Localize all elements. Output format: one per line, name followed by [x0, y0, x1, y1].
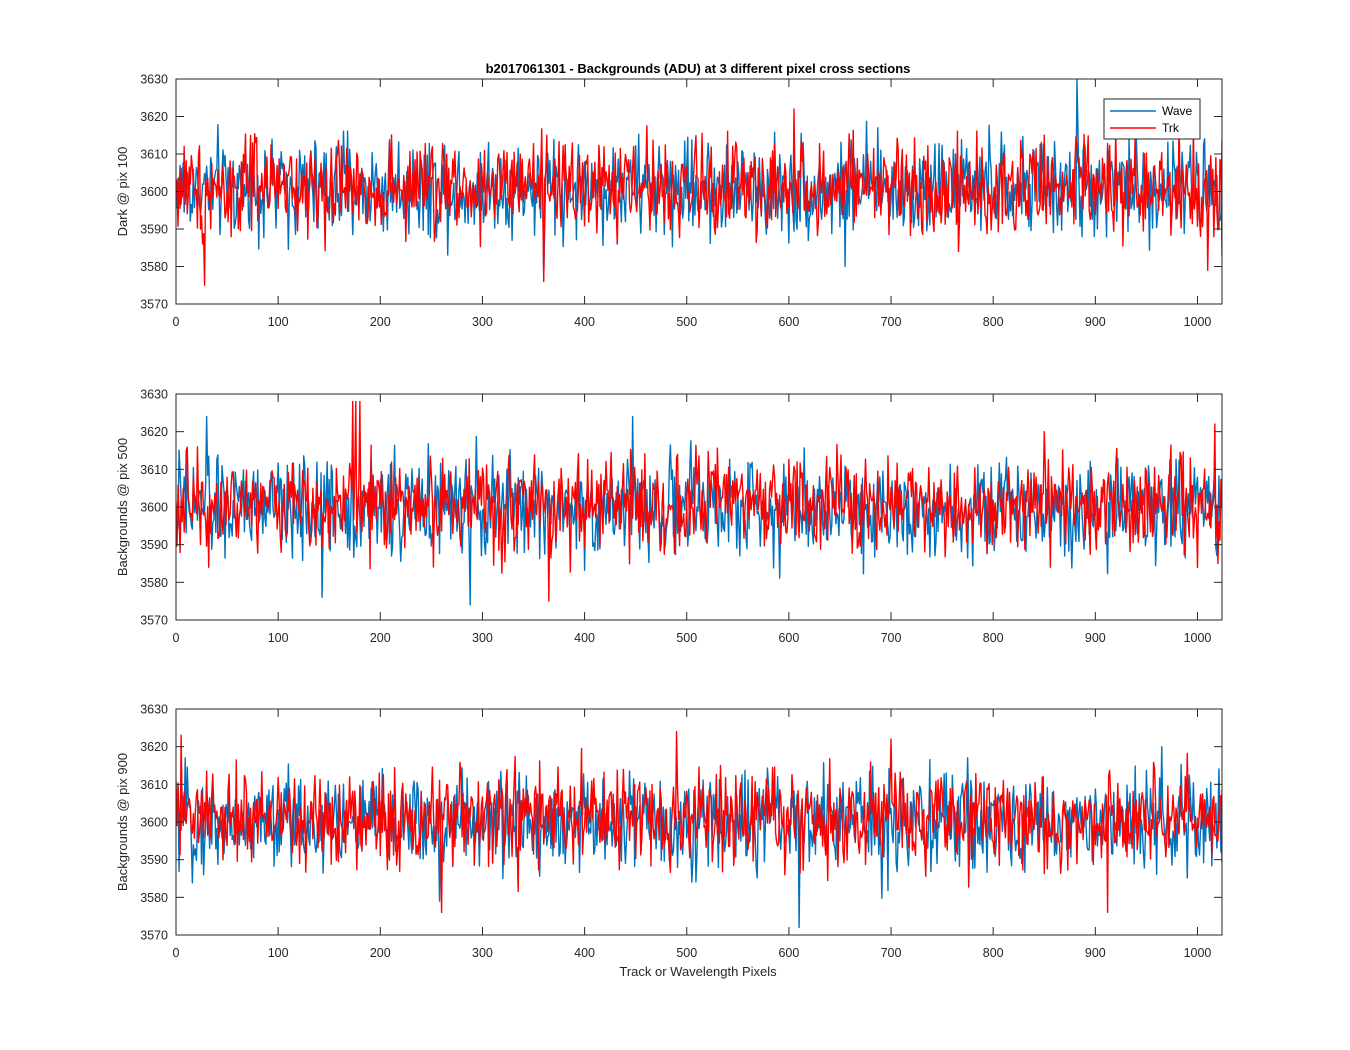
x-tick-label: 600	[778, 946, 799, 960]
y-tick-label: 3630	[140, 703, 168, 717]
x-tick-label: 1000	[1184, 946, 1212, 960]
x-tick-label: 500	[676, 631, 697, 645]
y-tick-label: 3600	[140, 816, 168, 830]
subplot-2: 0 100 200 300 400 500 600 700 800 900 1000 3570 3580…	[115, 388, 1223, 645]
x-axis-label: Track or Wavelength Pixels	[619, 964, 777, 979]
x-tick-label: 900	[1085, 631, 1106, 645]
y-axis-label: Backgrounds @ pix 900	[115, 753, 130, 891]
x-tick-label: 400	[574, 946, 595, 960]
x-tick-label: 0	[173, 631, 180, 645]
series-line-trk	[176, 108, 1222, 286]
y-tick-label: 3620	[140, 110, 168, 124]
y-tick-label: 3600	[140, 501, 168, 515]
x-tick-label: 100	[268, 315, 289, 329]
x-tick-label: 500	[676, 946, 697, 960]
subplot-1: 0 100 200 300 400 500 600 700 800 900 1000 3570 3580…	[115, 73, 1223, 329]
y-axis-label: Backgrounds @ pix 500	[115, 438, 130, 576]
x-tick-label: 0	[173, 315, 180, 329]
series-line-trk	[176, 730, 1222, 914]
x-tick-label: 700	[881, 946, 902, 960]
x-tick-label: 700	[881, 315, 902, 329]
x-tick-label: 900	[1085, 946, 1106, 960]
y-tick-label: 3610	[140, 148, 168, 162]
y-tick-label: 3590	[140, 538, 168, 552]
x-tick-label: 200	[370, 946, 391, 960]
y-tick-label: 3610	[140, 778, 168, 792]
x-tick-label: 400	[574, 315, 595, 329]
x-tick-label: 300	[472, 946, 493, 960]
y-tick-label: 3570	[140, 929, 168, 943]
x-tick-label: 700	[881, 631, 902, 645]
x-tick-label: 1000	[1184, 315, 1212, 329]
subplots: 0 100 200 300 400 500 600 700 800 900 100035703580…	[115, 73, 1223, 960]
y-tick-label: 3590	[140, 223, 168, 237]
x-tick-label: 0	[173, 946, 180, 960]
x-tick-label: 800	[983, 946, 1004, 960]
legend-label-wave: Wave	[1162, 104, 1193, 118]
x-tick-label: 600	[778, 631, 799, 645]
y-tick-label: 3630	[140, 388, 168, 402]
y-tick-label: 3580	[140, 260, 168, 274]
x-tick-label: 1000	[1184, 631, 1212, 645]
y-tick-label: 3630	[140, 73, 168, 87]
x-tick-label: 300	[472, 315, 493, 329]
x-tick-label: 800	[983, 315, 1004, 329]
y-tick-label: 3610	[140, 463, 168, 477]
x-tick-label: 600	[778, 315, 799, 329]
subplot-3: 0 100 200 300 400 500 600 700 800 900 1000 3570 3580…	[115, 703, 1223, 960]
y-tick-label: 3580	[140, 891, 168, 905]
legend: Wave Trk	[1103, 98, 1201, 140]
y-tick-label: 3570	[140, 298, 168, 312]
y-tick-label: 3620	[140, 425, 168, 439]
y-tick-label: 3570	[140, 614, 168, 628]
y-tick-label: 3620	[140, 740, 168, 754]
x-tick-label: 800	[983, 631, 1004, 645]
x-tick-label: 300	[472, 631, 493, 645]
y-tick-label: 3590	[140, 853, 168, 867]
x-tick-label: 400	[574, 631, 595, 645]
series-line-wave	[176, 745, 1222, 929]
x-tick-label: 100	[268, 946, 289, 960]
y-axis-label: Dark @ pix 100	[115, 147, 130, 237]
x-tick-label: 200	[370, 315, 391, 329]
series-line-trk	[176, 400, 1222, 602]
y-tick-label: 3580	[140, 576, 168, 590]
x-tick-label: 500	[676, 315, 697, 329]
legend-label-trk: Trk	[1162, 121, 1180, 135]
y-tick-label: 3600	[140, 185, 168, 199]
x-tick-label: 200	[370, 631, 391, 645]
x-tick-label: 900	[1085, 315, 1106, 329]
x-tick-label: 100	[268, 631, 289, 645]
legend-box	[1103, 98, 1201, 140]
chart-title: b2017061301 - Backgrounds (ADU) at 3 dif…	[486, 61, 911, 76]
